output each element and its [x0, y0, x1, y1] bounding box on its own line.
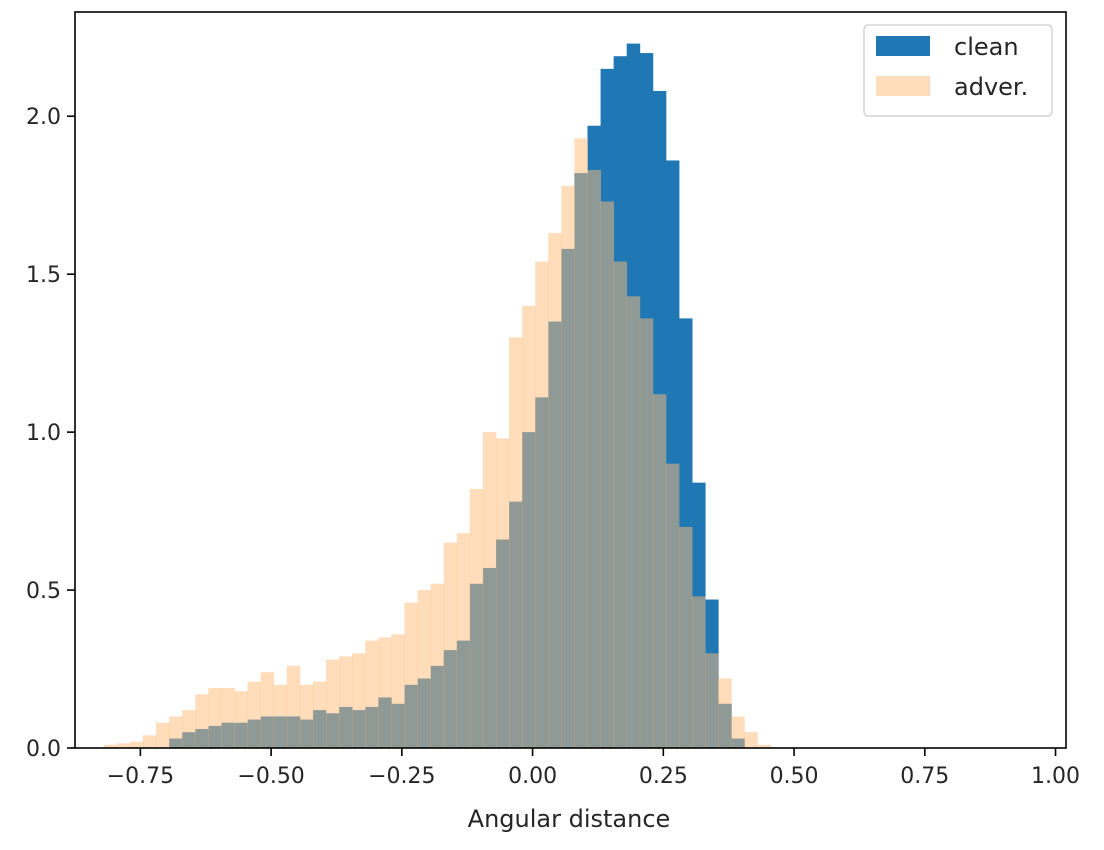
x-tick-label-6: 0.75	[900, 764, 949, 789]
plot-frame	[74, 11, 1067, 749]
bar-adver-13	[273, 684, 288, 748]
legend-label-adver: adver.	[954, 73, 1028, 101]
bar-adver-29	[482, 432, 497, 748]
bar-adver-49	[744, 732, 758, 748]
bar-adver-17	[326, 659, 340, 748]
bar-adver-26	[443, 542, 458, 748]
bar-adver-27	[456, 533, 471, 748]
bar-adver-0	[103, 744, 118, 748]
legend-label-clean: clean	[954, 33, 1019, 61]
bar-adver-8	[208, 687, 222, 748]
x-tick-label-5: 0.50	[770, 764, 819, 789]
bar-adver-50	[757, 744, 771, 748]
y-tick-label-2: 1.0	[26, 421, 61, 446]
bar-adver-22	[391, 634, 405, 748]
x-axis-ticks: −0.75 −0.50 −0.25 0.00 0.25 0.50 0.75 1.00	[107, 748, 1080, 789]
bar-adver-25	[430, 583, 445, 748]
y-axis-ticks: 0.0 0.5 1.0 1.5 2.0	[26, 105, 75, 762]
bar-adver-11	[247, 681, 262, 748]
y-tick-label-3: 1.5	[26, 263, 61, 288]
bar-adver-38	[600, 201, 615, 748]
bar-adver-46	[705, 653, 719, 748]
bar-adver-5	[169, 716, 183, 748]
bar-adver-37	[587, 169, 601, 748]
bar-adver-1	[116, 743, 131, 748]
y-tick-label-4: 2.0	[26, 105, 61, 130]
bar-adver-40	[626, 296, 641, 748]
legend-swatch-clean	[876, 36, 930, 56]
x-axis-label: Angular distance	[468, 805, 671, 833]
bar-adver-23	[404, 602, 418, 748]
bar-adver-16	[312, 681, 327, 748]
bar-adver-15	[299, 684, 314, 748]
bar-adver-39	[613, 261, 628, 748]
bar-adver-31	[509, 337, 523, 748]
y-tick-label-1: 0.5	[26, 579, 61, 604]
bar-adver-35	[561, 185, 575, 749]
bar-adver-45	[692, 596, 706, 748]
x-tick-label-0: −0.75	[107, 764, 174, 789]
bar-adver-47	[718, 678, 732, 748]
x-tick-label-2: −0.25	[368, 764, 435, 789]
bar-adver-30	[495, 438, 510, 748]
bar-adver-19	[352, 653, 366, 748]
bar-adver-24	[417, 590, 432, 748]
bar-adver-14	[286, 665, 301, 748]
bar-adver-20	[365, 640, 379, 748]
bar-adver-3	[142, 735, 157, 748]
bar-adver-2	[129, 741, 144, 748]
bar-adver-42	[652, 394, 667, 748]
legend: clean adver.	[863, 24, 1053, 117]
bar-adver-6	[182, 710, 196, 748]
bar-adver-7	[195, 694, 209, 748]
bar-adver-21	[378, 637, 392, 748]
bar-adver-43	[665, 463, 680, 748]
y-tick-label-0: 0.0	[26, 737, 61, 762]
bar-adver-33	[535, 261, 549, 748]
x-tick-label-3: 0.00	[508, 764, 557, 789]
bar-adver-4	[156, 722, 170, 748]
bar-adver-48	[731, 716, 745, 748]
legend-swatch-adver	[876, 76, 930, 96]
bar-adver-18	[339, 656, 353, 748]
x-tick-label-4: 0.25	[639, 764, 688, 789]
bar-adver-41	[639, 318, 654, 748]
bar-adver-44	[679, 526, 693, 748]
bar-adver-36	[574, 138, 588, 749]
bar-adver-10	[234, 691, 248, 748]
bar-adver-9	[221, 687, 235, 748]
series-adver-bars	[103, 138, 771, 749]
bar-adver-34	[548, 233, 562, 748]
bar-adver-32	[522, 305, 536, 748]
x-tick-label-7: 1.00	[1031, 764, 1080, 789]
bar-adver-28	[469, 488, 484, 748]
x-tick-label-1: −0.50	[237, 764, 304, 789]
axes	[74, 11, 1067, 749]
bar-adver-12	[260, 672, 275, 748]
